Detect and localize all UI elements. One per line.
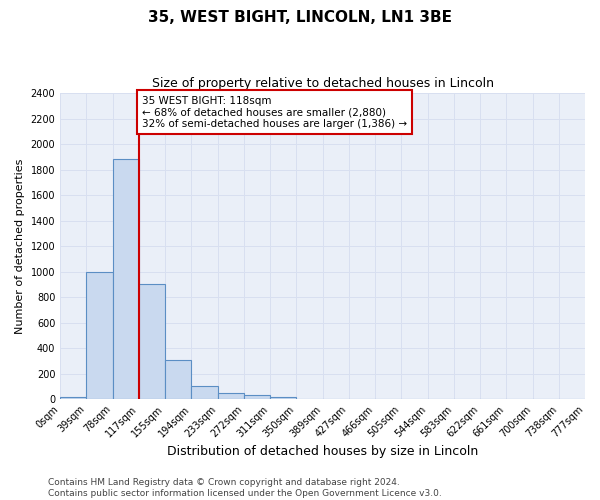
Bar bbox=[165, 360, 191, 399]
Bar bbox=[139, 284, 165, 399]
Text: 35, WEST BIGHT, LINCOLN, LN1 3BE: 35, WEST BIGHT, LINCOLN, LN1 3BE bbox=[148, 10, 452, 25]
Title: Size of property relative to detached houses in Lincoln: Size of property relative to detached ho… bbox=[152, 78, 494, 90]
Bar bbox=[191, 386, 218, 399]
X-axis label: Distribution of detached houses by size in Lincoln: Distribution of detached houses by size … bbox=[167, 444, 478, 458]
Y-axis label: Number of detached properties: Number of detached properties bbox=[15, 158, 25, 334]
Bar bbox=[86, 272, 113, 399]
Bar bbox=[244, 396, 270, 399]
Bar bbox=[270, 396, 296, 399]
Text: Contains HM Land Registry data © Crown copyright and database right 2024.
Contai: Contains HM Land Registry data © Crown c… bbox=[48, 478, 442, 498]
Bar bbox=[60, 396, 86, 399]
Bar bbox=[113, 160, 139, 399]
Bar bbox=[218, 393, 244, 399]
Text: 35 WEST BIGHT: 118sqm
← 68% of detached houses are smaller (2,880)
32% of semi-d: 35 WEST BIGHT: 118sqm ← 68% of detached … bbox=[142, 96, 407, 129]
